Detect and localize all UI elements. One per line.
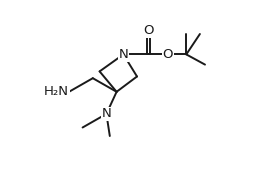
- Text: N: N: [102, 107, 111, 120]
- Text: N: N: [119, 48, 128, 61]
- Text: O: O: [144, 24, 154, 37]
- Text: O: O: [162, 48, 173, 61]
- Text: H₂N: H₂N: [44, 85, 69, 98]
